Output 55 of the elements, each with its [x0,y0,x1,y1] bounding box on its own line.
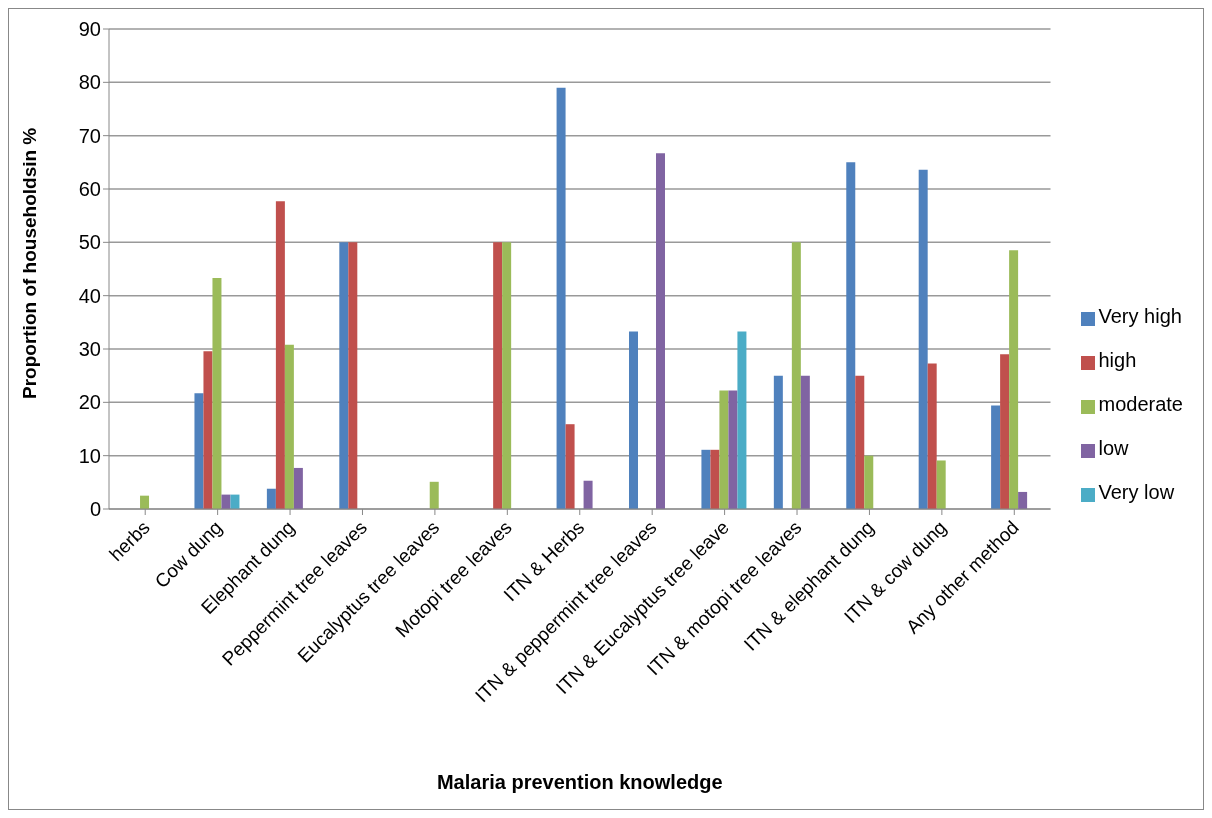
bar [737,331,747,509]
bar [230,494,240,509]
bar [221,494,231,509]
bar [846,162,856,509]
bar [927,363,937,509]
y-tick-label: 40 [78,284,101,307]
y-tick-label: 20 [78,391,101,414]
bar [275,201,285,509]
bar [1018,491,1028,509]
bar [293,467,303,509]
bar [791,242,801,509]
bar [855,375,865,509]
bar [565,424,575,509]
y-tick-label: 60 [78,178,101,201]
bar [203,351,213,509]
legend-label: Very low [1098,481,1175,503]
y-tick-label: 80 [78,71,101,94]
bar [556,87,566,509]
legend-label: low [1098,437,1129,459]
bar [936,460,946,509]
bar [710,449,720,509]
bar [140,495,150,509]
bar [719,390,729,509]
legend-label: high [1098,349,1137,371]
bar [864,455,874,509]
y-tick-label: 0 [89,498,101,521]
bar [773,375,783,509]
y-tick-label: 30 [78,338,101,361]
bar [212,278,222,509]
bar [728,390,738,509]
bar [1000,354,1010,509]
y-tick-label: 90 [78,18,101,41]
y-tick-label: 10 [78,444,101,467]
bar [629,331,638,509]
bar [348,242,358,509]
bar [284,344,294,509]
bar [583,480,593,509]
bar [502,242,512,509]
bar [1009,250,1019,509]
y-tick-label: 70 [78,124,101,147]
bar [194,393,204,509]
y-tick-label: 50 [78,231,101,254]
bar [266,488,276,509]
bar [429,481,439,509]
legend-label: Very high [1098,305,1182,327]
y-axis-title: Proportion of householdsin % [18,127,40,399]
x-axis-title: Malaria prevention knowledge [436,771,723,793]
bar [991,405,1001,509]
bar [493,242,503,509]
legend-label: moderate [1098,393,1183,415]
bar [701,449,711,509]
bar [918,169,928,509]
bar [656,153,665,509]
bar [800,375,810,509]
bar [339,242,349,509]
